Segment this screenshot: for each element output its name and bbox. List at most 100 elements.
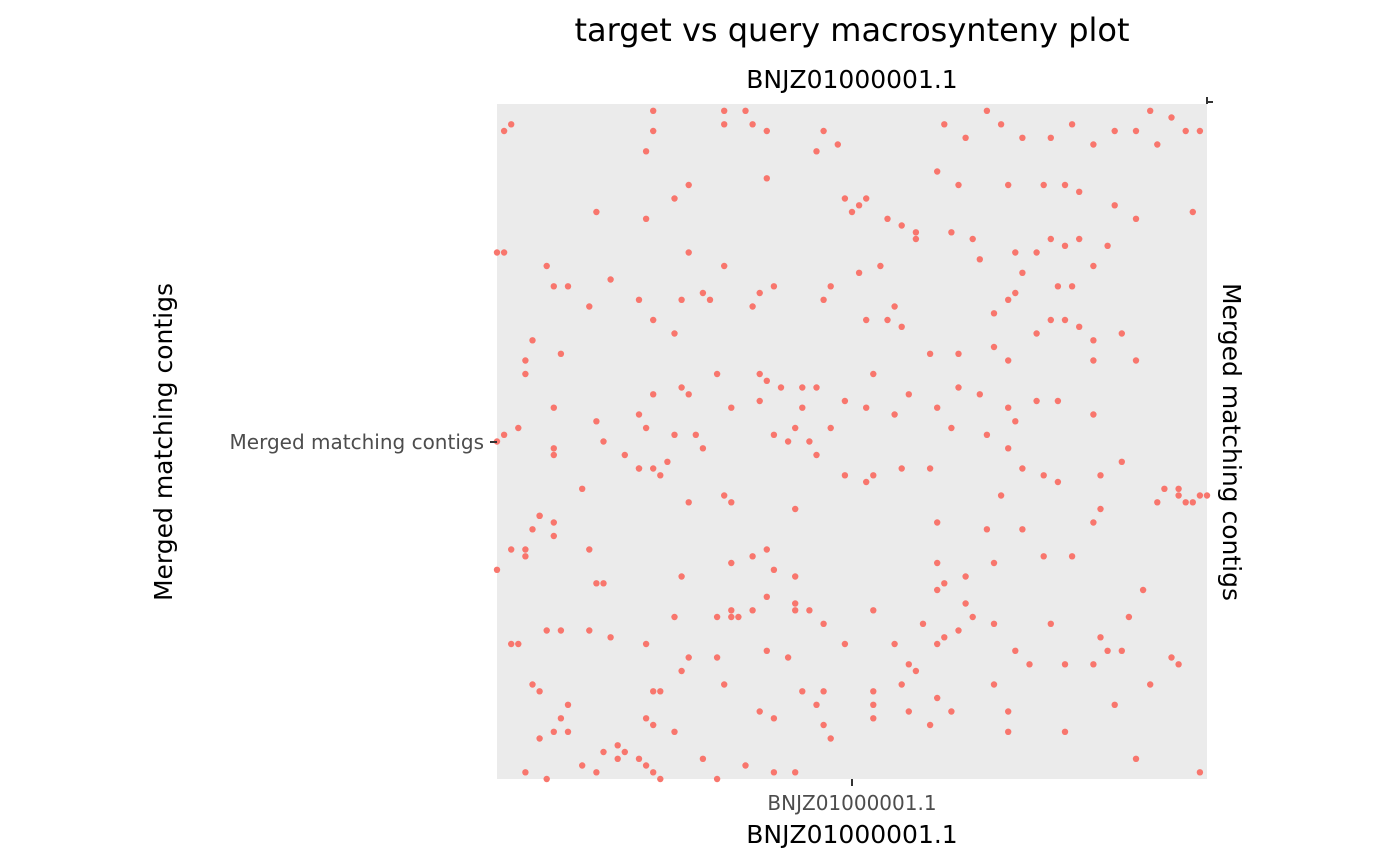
data-point	[749, 121, 756, 128]
data-point	[1203, 492, 1211, 499]
data-point	[955, 350, 962, 357]
data-point	[863, 195, 870, 202]
data-point	[777, 384, 785, 391]
data-point	[770, 769, 778, 776]
data-point	[1111, 127, 1118, 135]
data-point	[522, 370, 529, 378]
data-point	[1033, 330, 1040, 337]
data-point	[941, 121, 948, 128]
data-point	[863, 316, 870, 324]
data-point	[650, 391, 657, 398]
data-point	[678, 573, 685, 580]
data-point	[650, 316, 657, 324]
data-point	[642, 640, 650, 648]
data-point	[955, 384, 962, 391]
data-point	[1147, 681, 1154, 688]
data-point	[884, 215, 891, 222]
data-point	[934, 694, 941, 702]
data-point	[593, 769, 600, 776]
data-point	[550, 404, 557, 411]
data-point	[529, 681, 536, 688]
data-point	[699, 755, 707, 762]
data-point	[657, 688, 664, 695]
data-point	[593, 580, 600, 587]
data-point	[1111, 701, 1118, 708]
data-point	[650, 127, 657, 135]
data-point	[1005, 728, 1012, 735]
data-point	[1196, 127, 1204, 135]
data-point	[1033, 397, 1040, 405]
data-point	[955, 627, 962, 634]
data-point	[550, 283, 557, 290]
data-point	[884, 316, 891, 324]
data-point	[735, 613, 742, 621]
data-point	[841, 195, 849, 202]
data-point	[799, 688, 806, 695]
data-point	[934, 404, 941, 411]
data-point	[1012, 647, 1019, 654]
data-point	[621, 451, 628, 459]
data-point	[500, 431, 508, 438]
data-point	[756, 397, 763, 405]
data-point	[1012, 249, 1019, 256]
data-point	[728, 607, 735, 614]
data-point	[586, 303, 593, 310]
data-point	[891, 640, 898, 648]
data-point	[841, 640, 849, 648]
data-point	[678, 296, 685, 303]
data-point	[763, 127, 770, 135]
data-point	[1068, 553, 1076, 560]
data-point	[813, 451, 820, 459]
data-point	[1196, 769, 1204, 776]
plot-panel	[497, 104, 1207, 779]
x-axis-tick-label: BNJZ01000001.1	[767, 791, 936, 815]
data-point	[564, 701, 572, 708]
data-point	[728, 499, 735, 506]
data-point	[685, 249, 692, 256]
data-point	[969, 235, 976, 243]
data-point	[678, 667, 685, 675]
data-point	[1161, 485, 1168, 492]
data-point	[692, 431, 699, 438]
data-point	[657, 775, 664, 783]
data-point	[1118, 330, 1126, 337]
data-point	[1040, 181, 1047, 189]
data-point	[763, 546, 770, 553]
data-point	[919, 620, 927, 627]
data-point	[593, 418, 600, 425]
data-point	[721, 492, 728, 499]
data-point	[969, 613, 976, 621]
data-point	[721, 121, 728, 128]
data-point	[564, 728, 572, 735]
data-point	[990, 681, 998, 688]
data-point	[713, 654, 721, 661]
data-point	[799, 404, 806, 411]
data-point	[941, 634, 948, 641]
data-point	[671, 728, 678, 735]
data-point	[678, 384, 685, 391]
data-point	[948, 424, 955, 432]
data-point	[749, 607, 756, 614]
data-point	[792, 424, 799, 432]
data-point	[493, 566, 501, 573]
data-point	[650, 465, 657, 472]
data-point	[1125, 613, 1133, 621]
data-point	[855, 269, 863, 276]
data-point	[1154, 141, 1161, 148]
data-point	[713, 775, 721, 783]
data-point	[983, 107, 991, 115]
data-point	[792, 505, 799, 513]
data-point	[813, 148, 820, 155]
data-point	[713, 370, 721, 378]
data-point	[1139, 586, 1147, 594]
data-point	[848, 208, 856, 216]
data-point	[820, 721, 827, 729]
data-point	[1040, 553, 1047, 560]
data-point	[870, 701, 877, 708]
data-point	[685, 181, 692, 189]
data-point	[934, 586, 941, 594]
data-point	[671, 330, 678, 337]
data-point	[1076, 323, 1083, 330]
data-point	[1097, 634, 1104, 641]
data-point	[955, 181, 962, 189]
